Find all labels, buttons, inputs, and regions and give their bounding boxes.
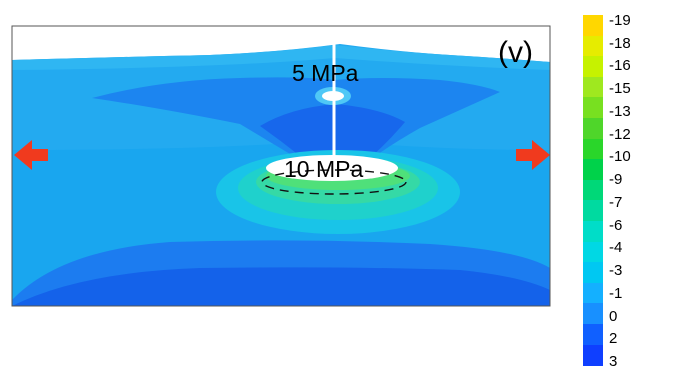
- lower-darkest-band: [12, 267, 550, 306]
- colorbar-swatch: [583, 179, 603, 201]
- colorbar-swatch: [583, 262, 603, 284]
- main-hole: [266, 155, 398, 181]
- colorbar-label: -16: [609, 57, 631, 75]
- colorbar-label: -6: [609, 216, 623, 234]
- colorbar-label: -9: [609, 171, 623, 189]
- colorbar-swatch: [583, 324, 603, 346]
- hole-pressure-label: 10 MPa: [284, 156, 364, 182]
- colorbar-label: -15: [609, 80, 631, 98]
- colorbar-swatch: [583, 76, 603, 98]
- colorbar-swatch: [583, 221, 603, 243]
- colorbar: [583, 15, 603, 366]
- dashed-outline: [261, 169, 407, 195]
- colorbar-swatch: [583, 97, 603, 119]
- colorbar-label: 3: [609, 353, 618, 370]
- colorbar-swatch: [583, 303, 603, 325]
- colorbar-label: -1: [609, 284, 623, 302]
- colorbar-swatch: [583, 159, 603, 181]
- left-arrow-icon: [14, 140, 48, 170]
- right-arrow-icon: [516, 140, 550, 170]
- colorbar-swatch: [583, 56, 603, 78]
- colorbar-label: -19: [609, 12, 631, 29]
- colorbar-swatch: [583, 15, 603, 37]
- panel-label: (v): [498, 36, 533, 69]
- colorbar-swatch: [583, 200, 603, 222]
- colorbar-swatch: [583, 241, 603, 263]
- colorbar-label: -4: [609, 239, 623, 257]
- colorbar-label: -12: [609, 125, 631, 143]
- colorbar-swatch: [583, 282, 603, 304]
- colorbar-label: 0: [609, 307, 618, 325]
- top-free-surface: [12, 26, 550, 62]
- colorbar-label: -18: [609, 34, 631, 52]
- colorbar-label: -10: [609, 148, 631, 166]
- top-pressure-label: 5 MPa: [292, 60, 359, 86]
- colorbar-label: 2: [609, 330, 618, 348]
- top-strip: [12, 45, 550, 70]
- colorbar-label: -3: [609, 262, 623, 280]
- frame-border: [11, 25, 551, 307]
- colorbar-swatch: [583, 35, 603, 57]
- colorbar-label: -7: [609, 193, 623, 211]
- colorbar-swatch: [583, 118, 603, 140]
- colorbar-swatch: [583, 138, 603, 160]
- colorbar-label: -13: [609, 102, 631, 120]
- colorbar-swatch: [583, 344, 603, 366]
